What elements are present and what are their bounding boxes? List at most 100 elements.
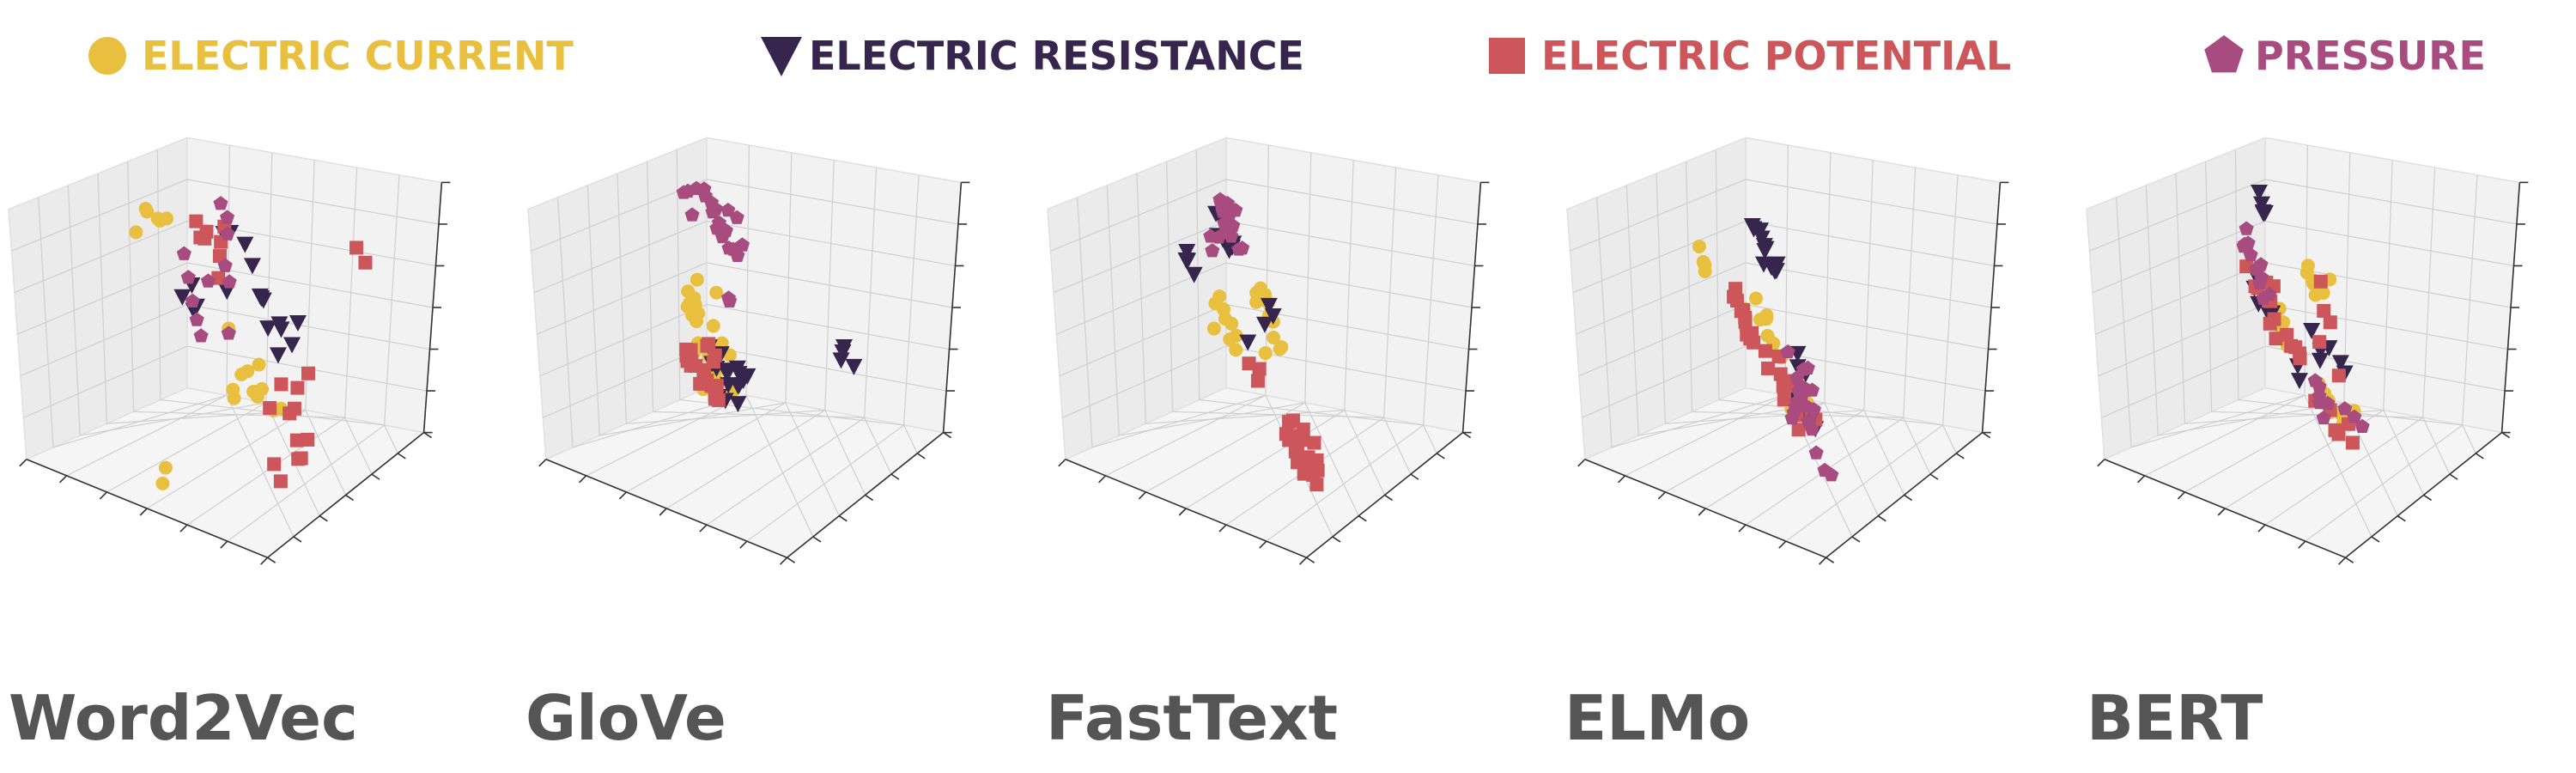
- data-point-resistance: [1255, 316, 1273, 333]
- back-right-pane: [706, 137, 963, 434]
- legend-item-electric-current: ELECTRIC CURRENT: [88, 33, 574, 79]
- back-right-pane: [2264, 137, 2521, 434]
- legend-item-electric-potential: ELECTRIC POTENTIAL: [1489, 33, 2011, 79]
- grid-line: [2305, 174, 2478, 542]
- y-tick: [1462, 431, 1472, 439]
- y-tick: [1929, 473, 1939, 480]
- data-point-potential: [1307, 435, 1321, 450]
- data-point-resistance: [845, 358, 863, 375]
- data-point-resistance: [173, 289, 191, 306]
- data-point-pressure: [189, 312, 204, 326]
- data-point-potential: [1250, 374, 1265, 388]
- data-point-pressure: [185, 293, 200, 308]
- grid-line: [1704, 160, 1874, 509]
- data-point-resistance: [2303, 323, 2321, 340]
- data-point-potential: [1309, 478, 1324, 492]
- legend-marker-square-icon: [1489, 38, 1525, 74]
- data-point-pressure: [696, 181, 712, 196]
- x-tick: [1218, 524, 1227, 533]
- data-point-current: [683, 296, 697, 311]
- y-tick: [267, 557, 276, 563]
- legend-marker-pentagon-icon: [2204, 35, 2244, 73]
- data-point-current: [1759, 312, 1774, 326]
- data-point-pressure: [1791, 383, 1807, 398]
- data-point-current: [1273, 342, 1287, 356]
- data-point-potential: [301, 366, 316, 380]
- y-tick: [1982, 431, 1991, 439]
- data-point-potential: [680, 354, 695, 368]
- data-point-potential: [1777, 393, 1791, 407]
- data-point-pressure: [1235, 240, 1250, 255]
- data-point-current: [1208, 296, 1223, 311]
- data-point-pressure: [1808, 445, 1824, 460]
- x-tick: [1299, 557, 1308, 565]
- data-point-resistance: [289, 314, 307, 332]
- panel-title-elmo: ELMo: [1564, 682, 1751, 754]
- panel-fasttext: [1047, 137, 1490, 565]
- data-point-resistance: [738, 368, 756, 385]
- x-tick: [1657, 491, 1666, 500]
- data-point-potential: [1727, 289, 1741, 304]
- data-point-potential: [1282, 415, 1297, 429]
- x-tick: [538, 459, 547, 467]
- y-tick: [1306, 557, 1315, 563]
- x-tick: [1098, 475, 1107, 484]
- data-point-resistance: [251, 288, 269, 305]
- data-point-pressure: [2320, 395, 2336, 411]
- x-tick: [99, 491, 107, 500]
- x-tick: [179, 524, 188, 533]
- data-point-potential: [291, 452, 306, 466]
- x-tick: [699, 524, 708, 533]
- data-point-resistance: [1753, 230, 1771, 247]
- panel-elmo: [1566, 137, 2009, 565]
- y-tick: [345, 494, 355, 502]
- y-tick: [890, 473, 900, 480]
- y-tick: [2501, 431, 2511, 439]
- data-point-potential: [1761, 361, 1775, 375]
- grid-line: [1225, 167, 1397, 526]
- y-tick: [865, 494, 874, 502]
- data-point-resistance: [269, 347, 287, 364]
- data-point-resistance: [1768, 256, 1786, 273]
- x-tick: [1698, 508, 1706, 516]
- grid-line: [23, 345, 428, 418]
- data-point-pressure: [222, 274, 237, 289]
- data-point-current: [709, 285, 724, 300]
- data-point-resistance: [270, 316, 289, 333]
- x-tick: [739, 540, 748, 549]
- chart-legend: ELECTRIC CURRENT ELECTRIC RESISTANCE ELE…: [88, 33, 2486, 79]
- data-point-potential: [2280, 327, 2294, 342]
- data-point-pressure: [1205, 243, 1220, 258]
- data-point-current: [226, 382, 240, 397]
- data-point-resistance: [729, 396, 747, 413]
- y-tick: [1410, 473, 1419, 480]
- data-point-pressure: [711, 215, 727, 229]
- data-point-pressure: [720, 202, 736, 217]
- y-tick: [397, 453, 406, 460]
- data-point-current: [1229, 343, 1243, 357]
- data-point-current: [158, 460, 173, 475]
- data-point-pressure: [1216, 197, 1231, 211]
- data-point-pressure: [1800, 360, 1815, 375]
- data-point-potential: [1288, 444, 1303, 459]
- grid-line: [1145, 152, 1312, 493]
- data-point-potential: [267, 457, 282, 472]
- legend-label: ELECTRIC RESISTANCE: [809, 33, 1304, 79]
- data-point-current: [685, 307, 700, 322]
- data-point-potential: [1758, 344, 1772, 358]
- grid-line: [706, 167, 878, 526]
- data-point-potential: [2313, 274, 2328, 289]
- data-point-potential: [1791, 423, 1806, 437]
- y-tick: [838, 515, 848, 522]
- data-point-current: [1692, 239, 1706, 253]
- grid-line: [1745, 167, 1917, 526]
- data-point-resistance: [1179, 253, 1197, 270]
- data-point-resistance: [243, 258, 261, 275]
- data-point-pressure: [2236, 238, 2251, 253]
- data-point-potential: [1252, 362, 1267, 376]
- data-point-potential: [1242, 356, 1256, 371]
- data-point-current: [1748, 291, 1763, 306]
- data-point-potential: [1294, 433, 1309, 447]
- data-point-pressure: [220, 226, 235, 240]
- grid-line: [626, 152, 793, 493]
